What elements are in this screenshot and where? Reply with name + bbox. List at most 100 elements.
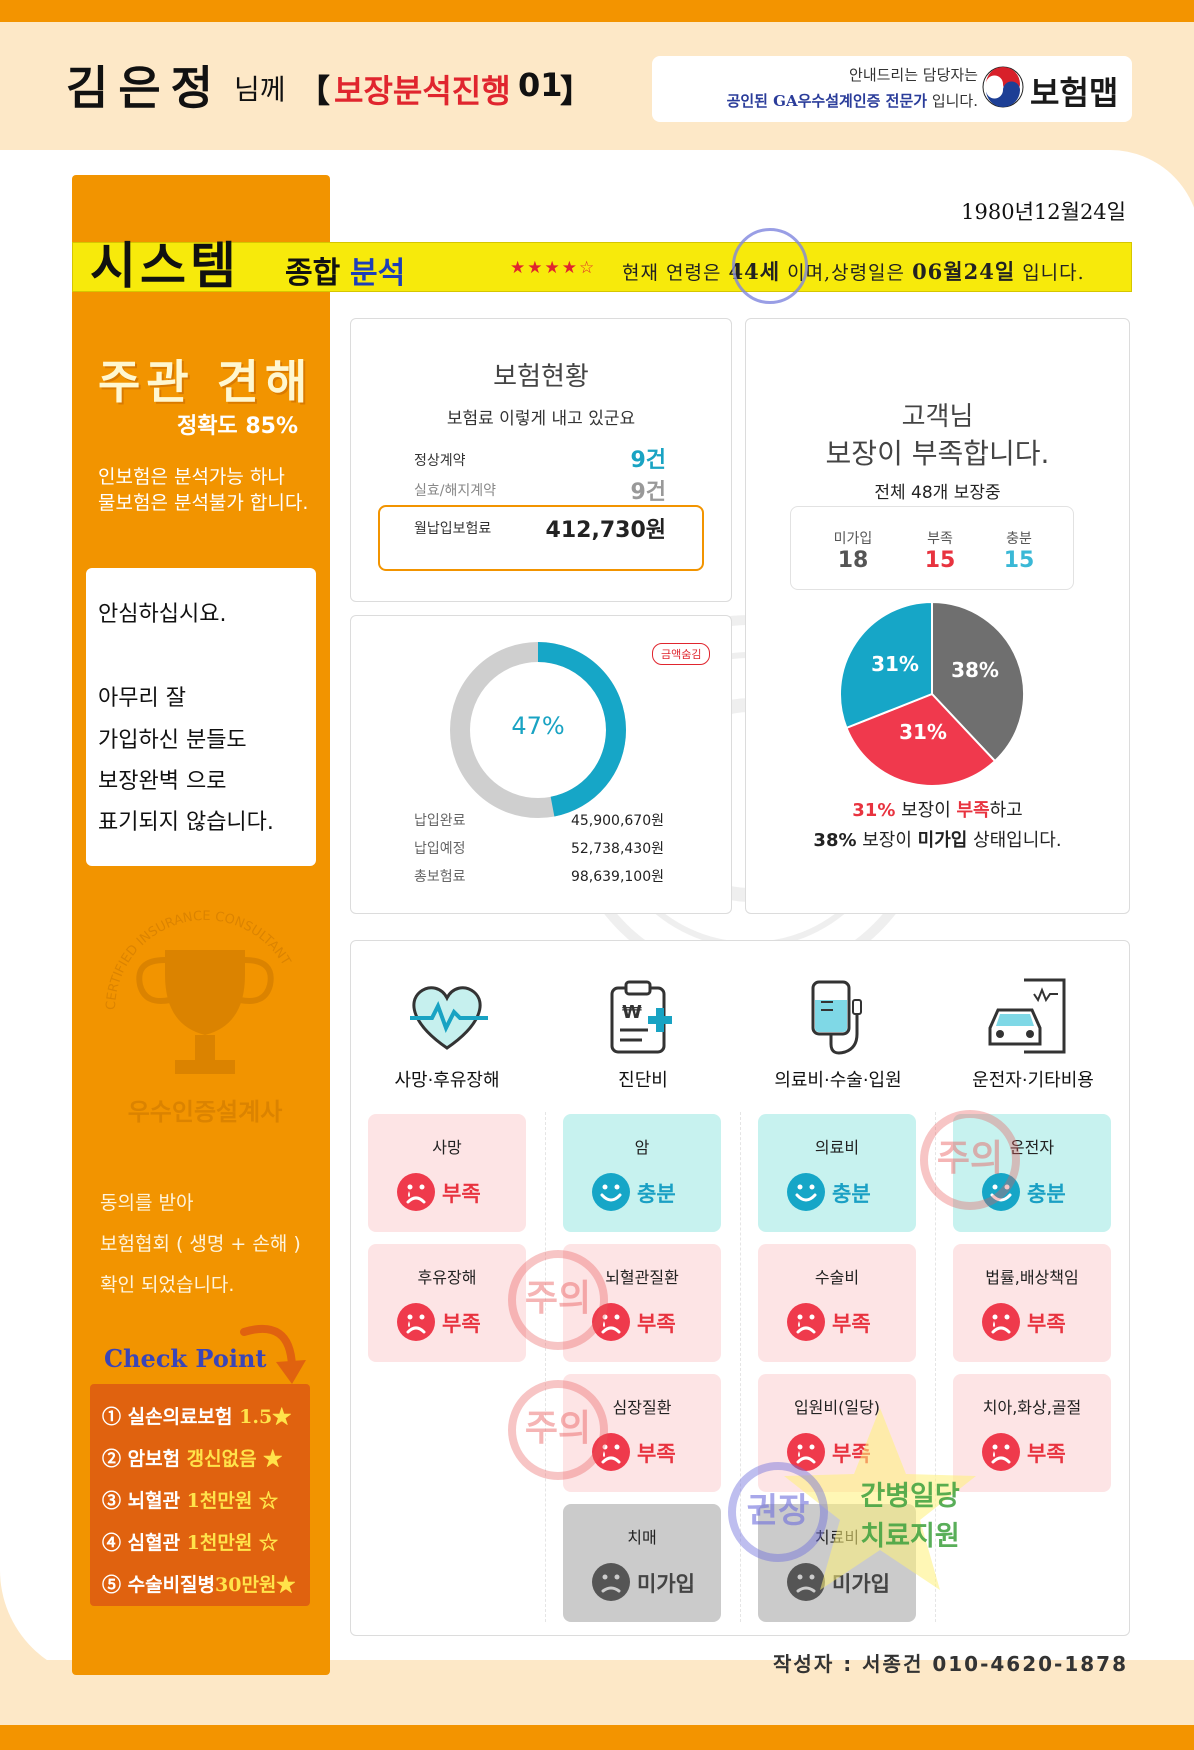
crying-face-icon bbox=[787, 1303, 825, 1341]
total-value: 98,639,100원 bbox=[570, 869, 664, 885]
tile-title: 후유장해 bbox=[417, 1268, 477, 1287]
payment-donut-chart bbox=[450, 642, 626, 818]
medical-clipboard-icon: ₩ bbox=[610, 980, 672, 1054]
curved-arrow-icon bbox=[240, 1324, 306, 1384]
accuracy-label: 정확도 85% bbox=[176, 414, 298, 439]
summary-2-mid: 보장이 bbox=[856, 830, 918, 851]
category-diagnosis: 진단비 bbox=[618, 1070, 668, 1091]
coverage-summary-1: 31% 보장이 부족하고 bbox=[745, 796, 1130, 822]
pie-slice-sufficient bbox=[839, 600, 933, 730]
pie-label-sufficient: 31% bbox=[871, 652, 919, 676]
agent-guide-box bbox=[652, 56, 1132, 122]
monthly-premium-box bbox=[378, 505, 704, 571]
lapsed-contract-value: 9건 bbox=[630, 480, 666, 505]
tile-status: 부족 bbox=[637, 1442, 676, 1466]
svg-text:₩: ₩ bbox=[622, 1002, 642, 1023]
consent-line-2: 보험협회 ( 생명 + 손해 ) bbox=[100, 1233, 301, 1255]
category-death-disability: 사망·후유장해 bbox=[394, 1070, 500, 1091]
coverage-tile bbox=[368, 1244, 526, 1362]
check-point-item: ③ 뇌혈관 1천만원 ☆ bbox=[102, 1486, 312, 1513]
check-item-star: ☆ bbox=[252, 1532, 278, 1554]
sad-face-icon bbox=[592, 1563, 630, 1601]
summary-1-word: 부족 bbox=[956, 800, 990, 821]
system-subtitle-black: 종합 bbox=[285, 256, 341, 291]
stat-value-sufficient: 15 bbox=[1003, 548, 1035, 573]
tile-status: 부족 bbox=[442, 1182, 481, 1206]
stat-value-insufficient: 15 bbox=[924, 548, 956, 573]
iv-drip-icon bbox=[811, 980, 862, 1055]
insurance-status-subtitle: 보험료 이렇게 내고 있군요 bbox=[446, 409, 636, 429]
age-mid: 이며,상령일은 bbox=[787, 262, 906, 284]
customer-name: 김은정 bbox=[66, 61, 223, 115]
age-suffix: 입니다. bbox=[1022, 262, 1085, 284]
tile-title: 사망 bbox=[432, 1138, 462, 1157]
title-bracket-left: 【 bbox=[298, 72, 331, 110]
tile-status: 부족 bbox=[637, 1312, 676, 1336]
guide-line-2: 공인된 GA우수설계인증 전문가 입니다. bbox=[660, 90, 978, 111]
tile-status: 부족 bbox=[442, 1312, 481, 1336]
planned-label: 납입예정 bbox=[414, 841, 466, 857]
tile-title: 수술비 bbox=[814, 1268, 860, 1287]
coverage-title-line-1: 고객님 bbox=[901, 402, 974, 432]
insurance-status-title: 보험현황 bbox=[493, 362, 589, 392]
check-item-label: ② 암보험 bbox=[102, 1448, 187, 1470]
rating-stars: ★★★★☆ bbox=[510, 258, 597, 278]
monthly-premium-value: 412,730원 bbox=[545, 518, 666, 543]
tile-title: 법률,배상책임 bbox=[985, 1268, 1079, 1287]
normal-contract-value: 9건 bbox=[630, 448, 666, 473]
column-divider bbox=[545, 1112, 546, 1622]
check-item-highlight: 1.5 bbox=[239, 1406, 273, 1428]
check-item-label: ① 실손의료보험 bbox=[102, 1406, 240, 1428]
check-item-star: ★ bbox=[272, 1406, 292, 1428]
tile-status: 충분 bbox=[1027, 1182, 1066, 1206]
tile-title: 치매 bbox=[627, 1528, 657, 1547]
certified-trophy-badge: CERTIFIED INSURANCE CONSULTANT 우수인증설계사 bbox=[104, 909, 293, 1126]
pie-label-insufficient: 31% bbox=[899, 720, 947, 744]
coverage-tile bbox=[758, 1114, 916, 1232]
paid-value: 45,900,670원 bbox=[570, 813, 664, 829]
crying-face-icon bbox=[982, 1303, 1020, 1341]
summary-1-percent: 31% bbox=[852, 800, 896, 821]
opinion-title: 주관 견해 bbox=[98, 355, 314, 409]
coverage-tile bbox=[563, 1504, 721, 1622]
check-item-label: ④ 심혈관 bbox=[102, 1532, 187, 1554]
caution-stamp: 주의 bbox=[508, 1380, 608, 1480]
coverage-tile bbox=[563, 1114, 721, 1232]
coverage-title-line-2: 보장이 부족합니다. bbox=[825, 437, 1050, 470]
sad-face-icon bbox=[787, 1563, 825, 1601]
pie-slice-insufficient bbox=[845, 692, 997, 787]
coverage-tile bbox=[368, 1114, 526, 1232]
page-title: 보장분석진행 bbox=[334, 72, 511, 110]
normal-contract-label: 정상계약 bbox=[414, 453, 466, 469]
tile-title: 뇌혈관질환 bbox=[605, 1268, 679, 1287]
system-subtitle-blue: 분석 bbox=[350, 256, 406, 291]
check-point-item: ② 암보험 갱신없음 ★ bbox=[102, 1444, 312, 1471]
tile-status: 부족 bbox=[1027, 1442, 1066, 1466]
caution-stamp: 주의 bbox=[508, 1250, 608, 1350]
insurance-status-card bbox=[350, 318, 732, 602]
tile-status: 부족 bbox=[1027, 1312, 1066, 1336]
total-label: 총보험료 bbox=[414, 869, 466, 885]
title-bracket-right: 】 bbox=[560, 72, 593, 110]
check-item-star: ★ bbox=[256, 1448, 283, 1470]
coverage-pie-chart bbox=[839, 600, 1025, 787]
summary-2-word: 미가입 bbox=[917, 830, 968, 851]
system-title: 시스템 bbox=[90, 236, 240, 295]
age-upgrade-date: 06월24일 bbox=[912, 259, 1016, 284]
stat-value-unsubscribed: 18 bbox=[837, 548, 869, 573]
reassure-line: 가입하신 분들도 bbox=[98, 728, 247, 753]
coverage-tile bbox=[758, 1244, 916, 1362]
pie-label-unsubscribed: 38% bbox=[951, 658, 999, 682]
crying-face-icon bbox=[982, 1433, 1020, 1471]
tile-title: 의료비 bbox=[814, 1138, 860, 1157]
summary-1-mid: 보장이 bbox=[895, 800, 957, 821]
tile-status: 충분 bbox=[637, 1182, 676, 1206]
guide-highlight: 공인된 GA우수설계인증 전문가 bbox=[726, 92, 928, 110]
brand-logo-icon bbox=[982, 66, 1024, 108]
check-item-star: ☆ bbox=[252, 1490, 278, 1512]
crying-face-icon bbox=[397, 1173, 435, 1211]
tile-title: 운전자 bbox=[1009, 1138, 1055, 1157]
reassure-box bbox=[86, 568, 316, 866]
summary-1-end: 하고 bbox=[989, 800, 1023, 821]
check-item-highlight: 갱신없음 bbox=[186, 1448, 257, 1470]
